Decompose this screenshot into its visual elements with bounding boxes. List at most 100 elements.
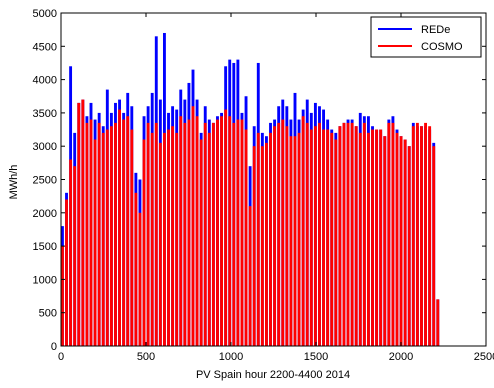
cosmo-bar (171, 126, 175, 346)
cosmo-bar (297, 132, 301, 346)
x-tick-label: 1000 (219, 351, 243, 363)
cosmo-bar (265, 142, 268, 346)
cosmo-bar (150, 132, 154, 346)
cosmo-bar (122, 119, 126, 346)
cosmo-bar (179, 116, 183, 346)
cosmo-bar (334, 139, 338, 346)
cosmo-bar (403, 139, 407, 346)
cosmo-bar (183, 122, 187, 346)
cosmo-bar (85, 122, 89, 346)
cosmo-bar (158, 142, 162, 346)
x-tick-label: 2000 (389, 351, 413, 363)
y-tick-label: 2500 (33, 175, 57, 187)
cosmo-bar (407, 146, 411, 346)
cosmo-bar (163, 132, 166, 346)
cosmo-bar (420, 126, 423, 346)
cosmo-bar (232, 122, 236, 346)
cosmo-bar (428, 126, 432, 346)
cosmo-bar (260, 146, 264, 346)
cosmo-bar (285, 126, 289, 346)
cosmo-bar (65, 199, 68, 346)
cosmo-bar (138, 212, 142, 346)
cosmo-bar (309, 129, 313, 346)
cosmo-bar (277, 122, 281, 346)
cosmo-bar (305, 122, 309, 346)
cosmo-bar (330, 132, 334, 346)
cosmo-bar (105, 129, 109, 346)
cosmo-bar (399, 136, 403, 346)
cosmo-bar (130, 129, 134, 346)
cosmo-bar (101, 132, 105, 346)
cosmo-bar (195, 116, 199, 346)
y-tick-label: 500 (39, 308, 57, 320)
cosmo-bar (89, 119, 93, 346)
cosmo-bar (203, 122, 207, 346)
cosmo-bar (432, 146, 436, 346)
cosmo-bar (216, 119, 219, 346)
cosmo-bar (154, 122, 158, 346)
legend: REDe COSMO (370, 16, 482, 58)
cosmo-bar (252, 146, 256, 346)
y-tick-label: 4500 (33, 41, 57, 53)
cosmo-bar (273, 126, 277, 346)
cosmo-bar (69, 159, 73, 346)
cosmo-bar (81, 99, 85, 346)
cosmo-bar (358, 132, 362, 346)
cosmo-bar (375, 129, 379, 346)
cosmo-bar (199, 139, 203, 346)
cosmo-bar (244, 129, 248, 346)
y-axis-label: MWh/h (8, 165, 20, 200)
cosmo-bar (326, 129, 330, 346)
cosmo-bar (301, 116, 305, 346)
cosmo-bar (362, 122, 366, 346)
cosmo-bar (211, 122, 215, 346)
cosmo-bar (167, 129, 170, 346)
x-tick-label: 0 (58, 351, 64, 363)
cosmo-bar (411, 126, 415, 346)
x-tick-label: 500 (137, 351, 155, 363)
cosmo-bar (379, 129, 383, 346)
cosmo-bar (187, 119, 191, 346)
y-tick-label: 1500 (33, 241, 57, 253)
y-tick-label: 3500 (33, 108, 57, 120)
cosmo-bar (114, 122, 117, 346)
cosmo-bar (126, 116, 130, 346)
cosmo-bar (77, 102, 81, 346)
x-axis-ticks: 0 500 1000 1500 2000 2500 (58, 13, 494, 363)
cosmo-bar (248, 206, 252, 346)
x-axis-label: PV Spain hour 2200-4400 2014 (196, 369, 350, 381)
cosmo-bar (293, 136, 297, 346)
cosmo-bar (73, 166, 77, 346)
legend-label-rede: REDe (421, 24, 450, 36)
cosmo-bar (224, 109, 228, 346)
cosmo-bar (342, 122, 346, 346)
legend-label-cosmo: COSMO (421, 41, 463, 53)
cosmo-bar (371, 129, 374, 346)
cosmo-bar (367, 132, 370, 346)
cosmo-bar (240, 119, 244, 346)
cosmo-bar (424, 122, 427, 346)
cosmo-bar (313, 126, 317, 346)
cosmo-bar (236, 119, 240, 346)
cosmo-bar (391, 122, 395, 346)
cosmo-bar (322, 129, 325, 346)
x-tick-label: 1500 (304, 351, 328, 363)
cosmo-bar (354, 126, 358, 346)
series-cosmo-bars (61, 99, 440, 347)
cosmo-bar (350, 122, 354, 346)
cosmo-bar (191, 106, 195, 347)
cosmo-bar (436, 299, 440, 346)
y-tick-label: 3000 (33, 141, 57, 153)
cosmo-bar (318, 122, 321, 346)
cosmo-bar (415, 122, 419, 346)
cosmo-bar (97, 122, 101, 346)
cosmo-bar (289, 136, 293, 346)
cosmo-bar (395, 132, 399, 346)
y-tick-label: 0 (51, 341, 57, 353)
y-tick-label: 5000 (33, 8, 57, 20)
cosmo-bar (134, 192, 138, 346)
cosmo-bar (228, 116, 232, 346)
cosmo-bar (220, 116, 223, 346)
cosmo-bar (118, 109, 121, 346)
